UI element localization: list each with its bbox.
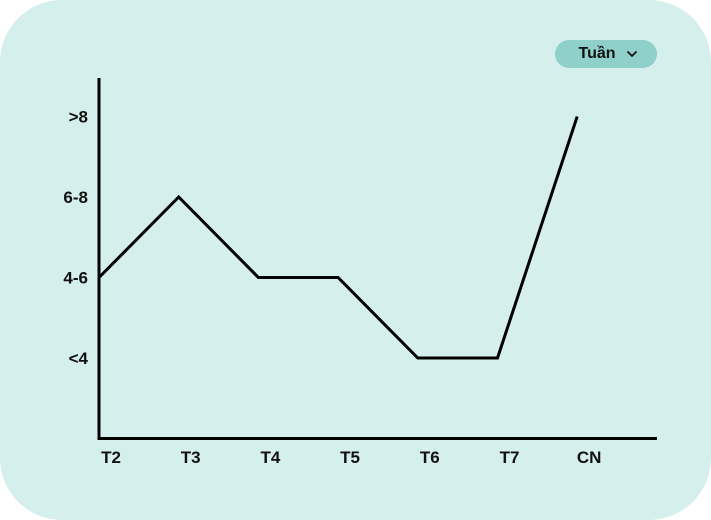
- chevron-down-icon: [626, 51, 637, 57]
- x-tick-label: T3: [181, 448, 201, 467]
- y-tick-label: <4: [69, 349, 89, 368]
- period-dropdown-label: Tuần: [578, 45, 616, 62]
- x-tick-label: T6: [420, 448, 440, 467]
- x-tick-label: T5: [340, 448, 360, 467]
- y-tick-label: 4-6: [63, 269, 88, 288]
- series-line: [97, 116, 579, 360]
- x-tick-label: T7: [500, 448, 520, 467]
- series-group: [97, 116, 579, 360]
- x-tick-label: T2: [101, 448, 121, 467]
- period-dropdown[interactable]: Tuần: [555, 40, 657, 68]
- y-tick-label: 6-8: [63, 188, 88, 207]
- x-tick-label: T4: [260, 448, 280, 467]
- y-tick-label: >8: [69, 108, 88, 127]
- x-axis-ticks: T2 T3 T4 T5 T6 T7 CN: [101, 448, 601, 467]
- x-tick-label: CN: [577, 448, 602, 467]
- y-axis-ticks: <4 4-6 6-8 >8: [63, 108, 88, 369]
